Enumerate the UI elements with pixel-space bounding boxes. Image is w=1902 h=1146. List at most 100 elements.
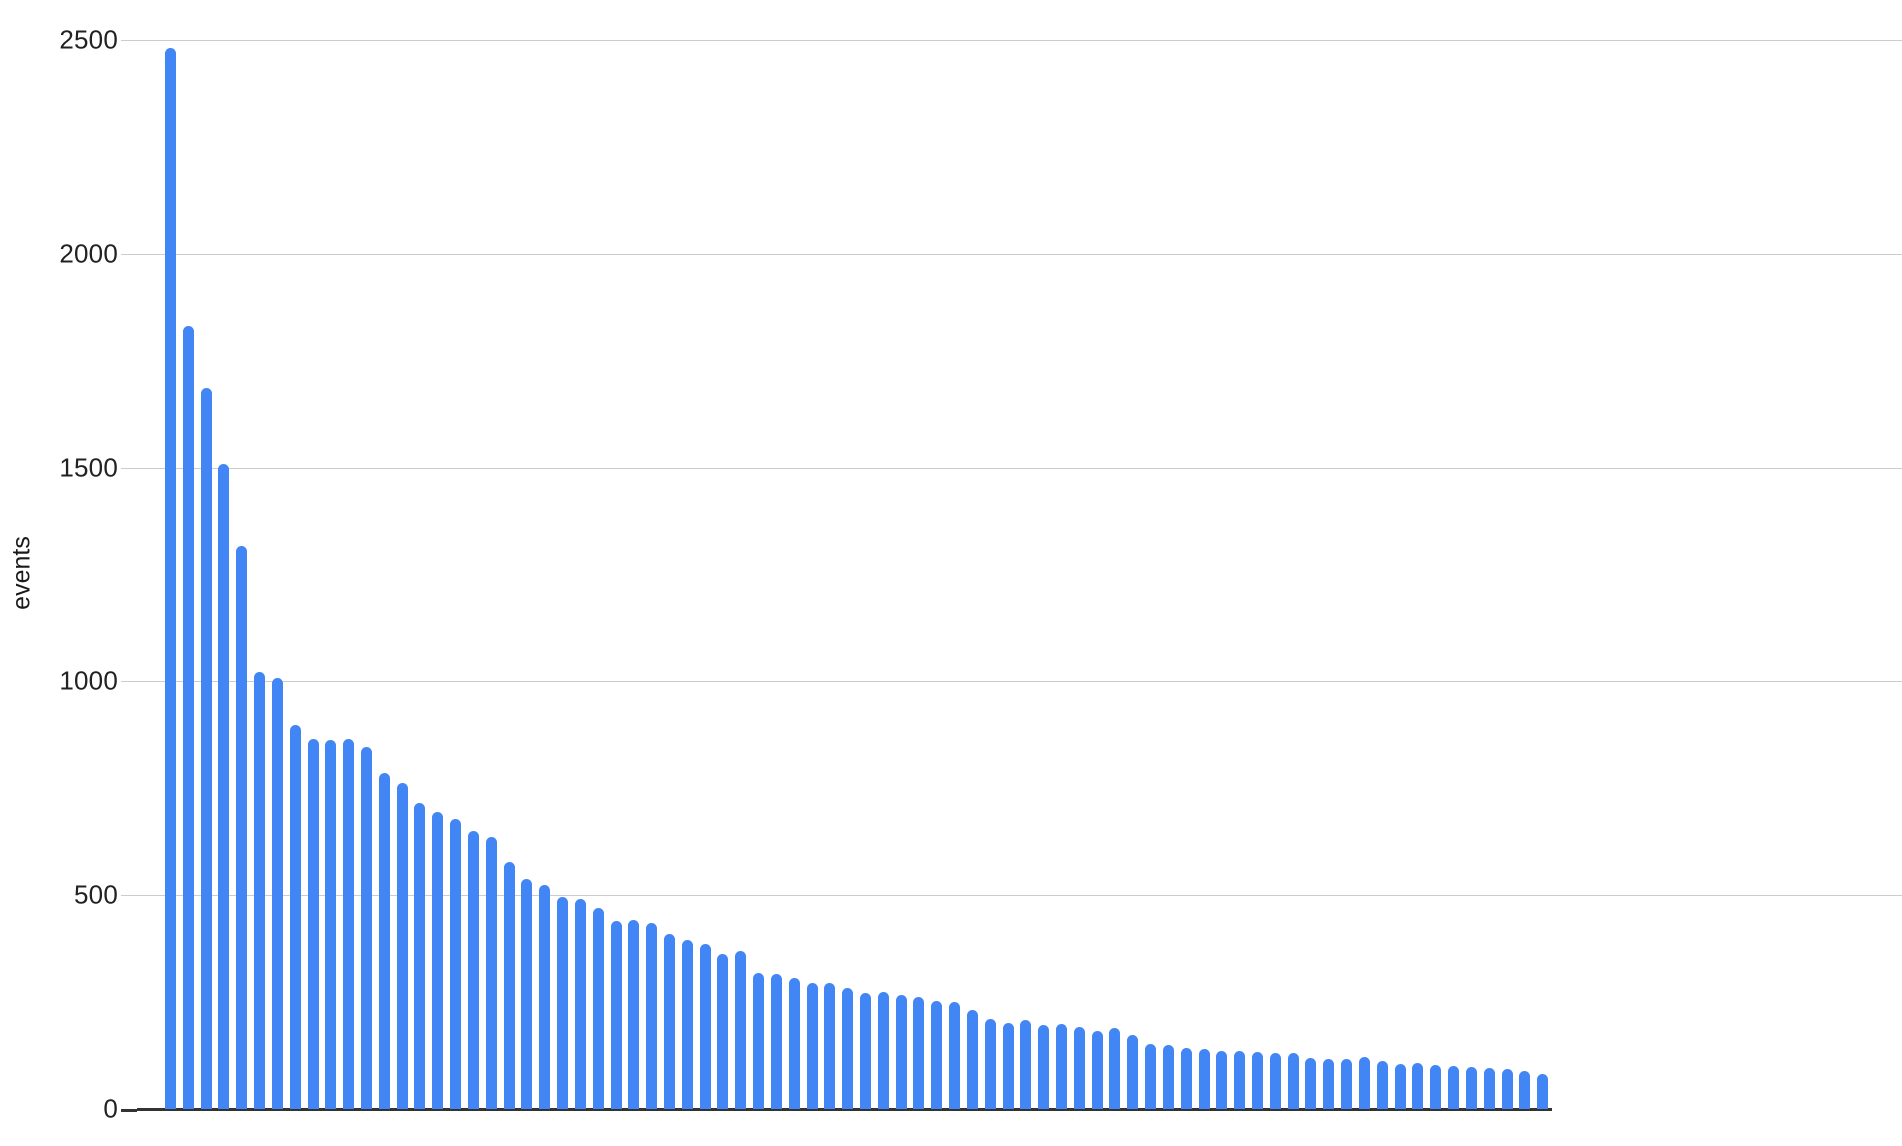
- y-tick-label: 1500: [59, 452, 118, 483]
- y-tick-label: 0: [103, 1093, 118, 1124]
- bar[interactable]: [307, 738, 319, 1109]
- bar[interactable]: [271, 677, 283, 1109]
- bar[interactable]: [254, 671, 266, 1109]
- bar[interactable]: [1162, 1044, 1174, 1109]
- bar[interactable]: [165, 47, 176, 1109]
- bar[interactable]: [1519, 1071, 1531, 1109]
- bar[interactable]: [1323, 1059, 1335, 1109]
- bar[interactable]: [1073, 1026, 1085, 1109]
- bar[interactable]: [628, 920, 640, 1109]
- bar[interactable]: [877, 991, 889, 1109]
- bar[interactable]: [966, 1009, 978, 1109]
- y-tick-mark: [121, 681, 137, 683]
- bar[interactable]: [236, 546, 248, 1109]
- bar[interactable]: [735, 950, 747, 1109]
- bar[interactable]: [1287, 1053, 1299, 1109]
- bar[interactable]: [1056, 1024, 1067, 1109]
- y-tick-mark: [121, 1109, 137, 1112]
- bar[interactable]: [1038, 1025, 1050, 1109]
- y-tick-label: 2500: [59, 24, 118, 55]
- bar[interactable]: [681, 939, 693, 1109]
- bar[interactable]: [842, 988, 854, 1109]
- bar[interactable]: [1234, 1050, 1246, 1109]
- bar[interactable]: [913, 996, 925, 1109]
- bar[interactable]: [859, 992, 871, 1109]
- bar[interactable]: [289, 725, 301, 1109]
- bar[interactable]: [1465, 1067, 1477, 1109]
- gridline: [137, 895, 1902, 897]
- bar[interactable]: [1537, 1073, 1549, 1109]
- bar[interactable]: [200, 387, 212, 1109]
- bar[interactable]: [1198, 1049, 1210, 1109]
- bar[interactable]: [753, 973, 765, 1109]
- bar[interactable]: [1376, 1061, 1388, 1109]
- bar[interactable]: [396, 782, 408, 1109]
- y-axis: 0 500 1000 1500 2000 2500: [0, 0, 137, 1146]
- bar[interactable]: [824, 983, 836, 1109]
- y-tick-mark: [121, 467, 137, 469]
- y-tick-label: 500: [74, 879, 118, 910]
- gridline: [137, 40, 1902, 41]
- bar[interactable]: [1341, 1058, 1353, 1109]
- bar[interactable]: [467, 831, 479, 1109]
- gridline: [137, 253, 1902, 255]
- bar[interactable]: [1412, 1062, 1424, 1109]
- bar[interactable]: [539, 884, 551, 1109]
- bar[interactable]: [646, 923, 658, 1109]
- bar[interactable]: [949, 1002, 961, 1109]
- bar[interactable]: [592, 908, 604, 1109]
- bar[interactable]: [503, 861, 515, 1109]
- bar[interactable]: [378, 772, 390, 1109]
- bar[interactable]: [1430, 1064, 1442, 1109]
- bar[interactable]: [931, 1001, 943, 1109]
- bar[interactable]: [182, 325, 194, 1109]
- bar[interactable]: [1180, 1048, 1192, 1109]
- bar[interactable]: [806, 982, 818, 1109]
- bar[interactable]: [1305, 1057, 1317, 1109]
- bar[interactable]: [1109, 1027, 1121, 1109]
- bar[interactable]: [1252, 1051, 1264, 1109]
- bar[interactable]: [1002, 1023, 1014, 1109]
- bar[interactable]: [1501, 1068, 1513, 1109]
- bar[interactable]: [1020, 1020, 1032, 1109]
- bar[interactable]: [1127, 1034, 1139, 1109]
- bar[interactable]: [717, 954, 729, 1109]
- bar[interactable]: [1269, 1052, 1281, 1109]
- bar[interactable]: [699, 943, 711, 1109]
- bar[interactable]: [450, 818, 462, 1109]
- y-tick-mark: [121, 895, 137, 897]
- y-tick-mark: [121, 253, 137, 255]
- bar[interactable]: [1216, 1050, 1228, 1109]
- y-tick-mark: [121, 40, 137, 41]
- bar[interactable]: [521, 878, 533, 1109]
- bar[interactable]: [432, 812, 444, 1109]
- bar[interactable]: [663, 933, 675, 1109]
- bar[interactable]: [788, 977, 800, 1109]
- bar[interactable]: [574, 898, 586, 1109]
- bar[interactable]: [895, 995, 907, 1109]
- bar[interactable]: [1448, 1066, 1460, 1109]
- bar[interactable]: [557, 896, 569, 1109]
- bar[interactable]: [610, 920, 622, 1109]
- x-axis-line: [137, 1108, 1552, 1111]
- bar[interactable]: [218, 464, 230, 1109]
- bar[interactable]: [485, 837, 497, 1109]
- bar[interactable]: [414, 802, 426, 1109]
- bar[interactable]: [1145, 1044, 1157, 1109]
- bar[interactable]: [343, 738, 355, 1109]
- y-tick-label: 1000: [59, 665, 118, 696]
- plot-area: [137, 40, 1902, 1111]
- bars-layer: [137, 40, 1902, 1109]
- bar[interactable]: [1394, 1063, 1406, 1109]
- y-tick-label: 2000: [59, 238, 118, 269]
- bar[interactable]: [325, 740, 337, 1109]
- bar[interactable]: [1358, 1056, 1370, 1109]
- bar[interactable]: [1091, 1031, 1103, 1109]
- bar[interactable]: [361, 746, 373, 1109]
- bar[interactable]: [1483, 1067, 1495, 1109]
- gridline: [137, 681, 1902, 683]
- y-axis-title: events: [7, 536, 36, 610]
- bar[interactable]: [770, 974, 782, 1109]
- bar[interactable]: [984, 1019, 996, 1109]
